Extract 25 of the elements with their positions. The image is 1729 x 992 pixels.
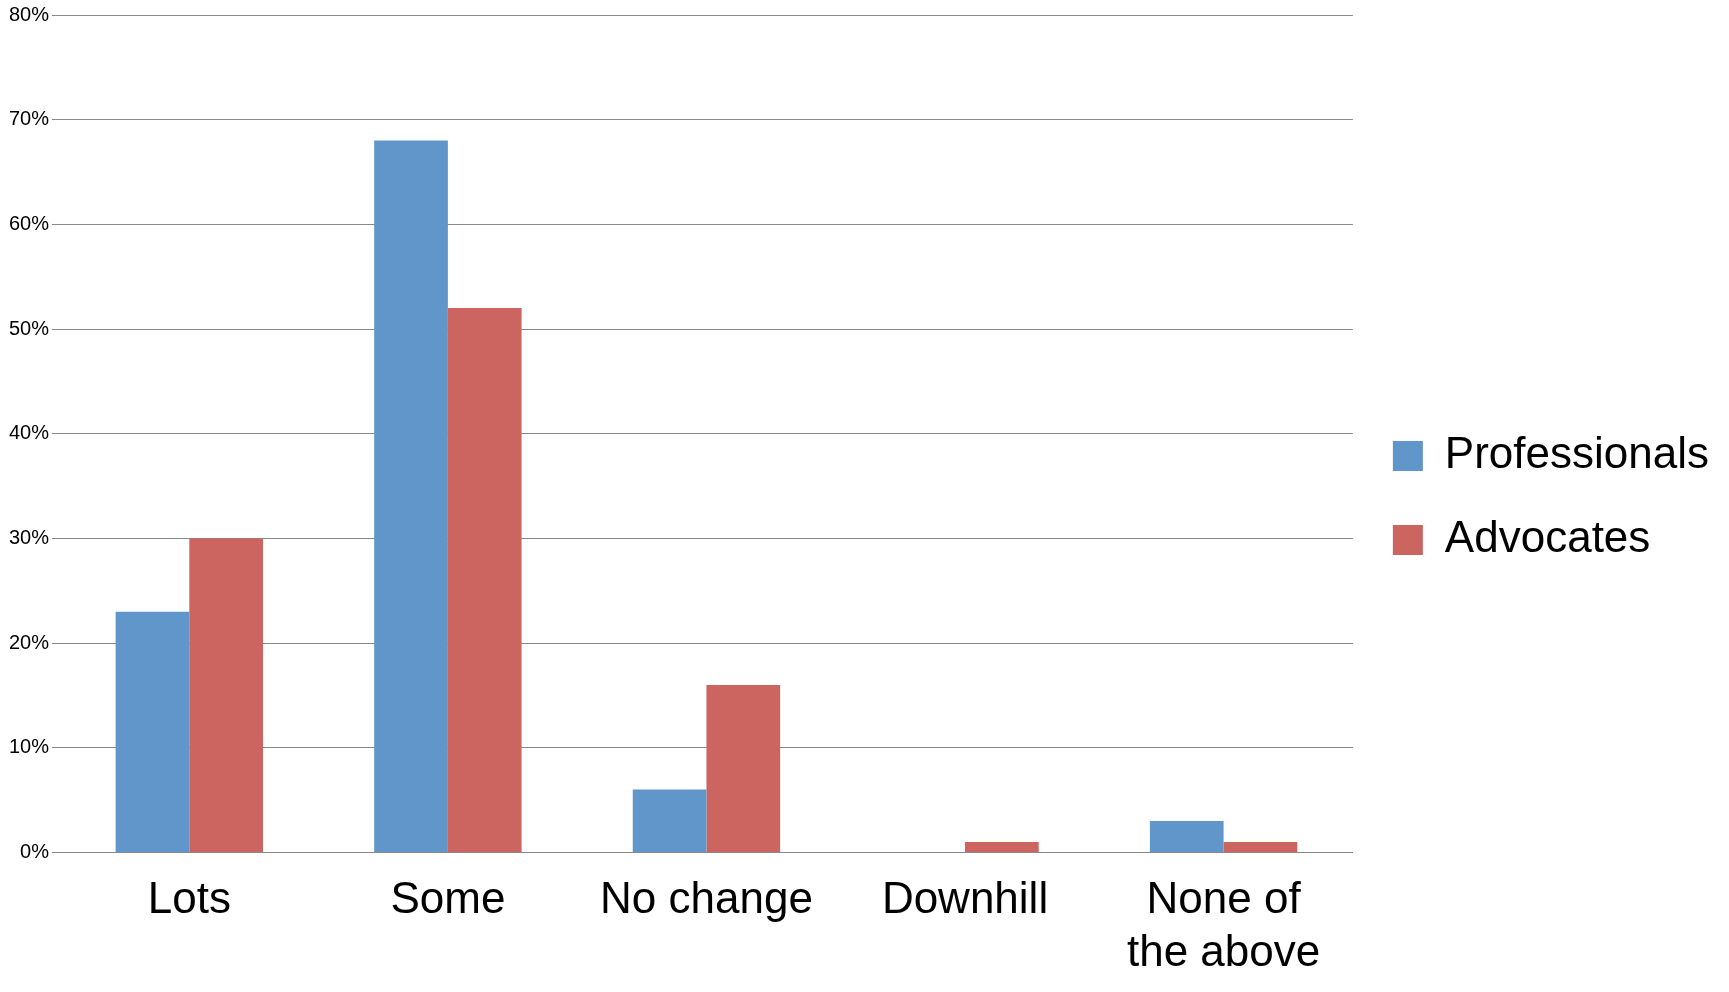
bar (632, 789, 707, 852)
y-tick-label: 20% (9, 630, 50, 653)
legend-label: Advocates (1444, 512, 1651, 562)
bar (706, 684, 781, 852)
y-tick-label: 10% (9, 735, 50, 758)
x-tick-label: Downhill (881, 872, 1049, 922)
bar (1223, 841, 1298, 852)
y-tick-label: 50% (9, 316, 50, 339)
bar (115, 611, 190, 852)
x-tick-label: Some (390, 872, 506, 922)
bar (1149, 821, 1224, 852)
bar (374, 140, 448, 852)
y-tick-label: 30% (9, 525, 50, 548)
y-tick-label: 70% (9, 107, 50, 130)
bar (447, 308, 522, 852)
legend-label: Professionals (1444, 428, 1710, 478)
x-tick-label: No change (600, 872, 813, 922)
y-tick-label: 80% (9, 2, 50, 25)
x-tick-label: None of the above (1126, 872, 1321, 975)
y-tick-label: 60% (9, 211, 50, 234)
y-tick-label: 40% (9, 421, 50, 444)
bar (965, 841, 1039, 852)
x-tick-label: Lots (147, 872, 231, 922)
y-tick-label: 0% (20, 839, 50, 862)
bar (189, 538, 264, 852)
